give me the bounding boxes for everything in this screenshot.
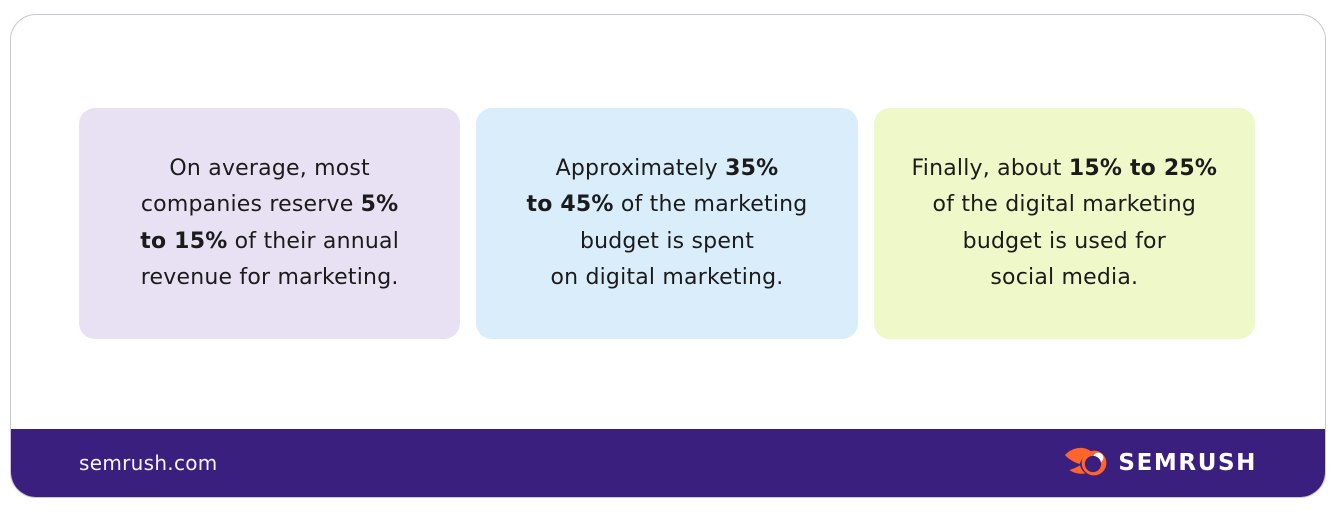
site-url-label: semrush.com [79,451,218,475]
stat-card-revenue: On average, most companies reserve 5% to… [79,108,461,339]
stat-card-row: On average, most companies reserve 5% to… [79,108,1255,339]
semrush-logo: SEMRUSH [1063,445,1257,481]
stat-text-social: Finally, about 15% to 25% of the digital… [911,155,1218,291]
stat-card-digital: Approximately 35% to 45% of the marketin… [476,108,858,339]
semrush-comet-icon [1065,447,1107,476]
stat-text-digital: Approximately 35% to 45% of the marketin… [526,155,808,291]
footer-bar: semrush.com SEMRUSH [11,429,1325,497]
stat-text-revenue: On average, most companies reserve 5% to… [140,155,400,291]
stat-card-social: Finally, about 15% to 25% of the digital… [873,108,1255,339]
semrush-wordmark: SEMRUSH [1118,450,1257,476]
infographic-card: On average, most companies reserve 5% to… [10,14,1326,498]
